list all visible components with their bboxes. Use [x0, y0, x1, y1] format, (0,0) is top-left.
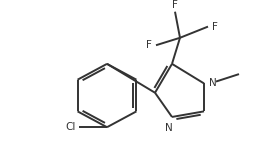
- Text: Cl: Cl: [66, 122, 76, 132]
- Text: F: F: [172, 0, 178, 10]
- Text: F: F: [212, 22, 218, 32]
- Text: F: F: [146, 40, 152, 50]
- Text: N: N: [209, 78, 217, 88]
- Text: N: N: [165, 122, 173, 133]
